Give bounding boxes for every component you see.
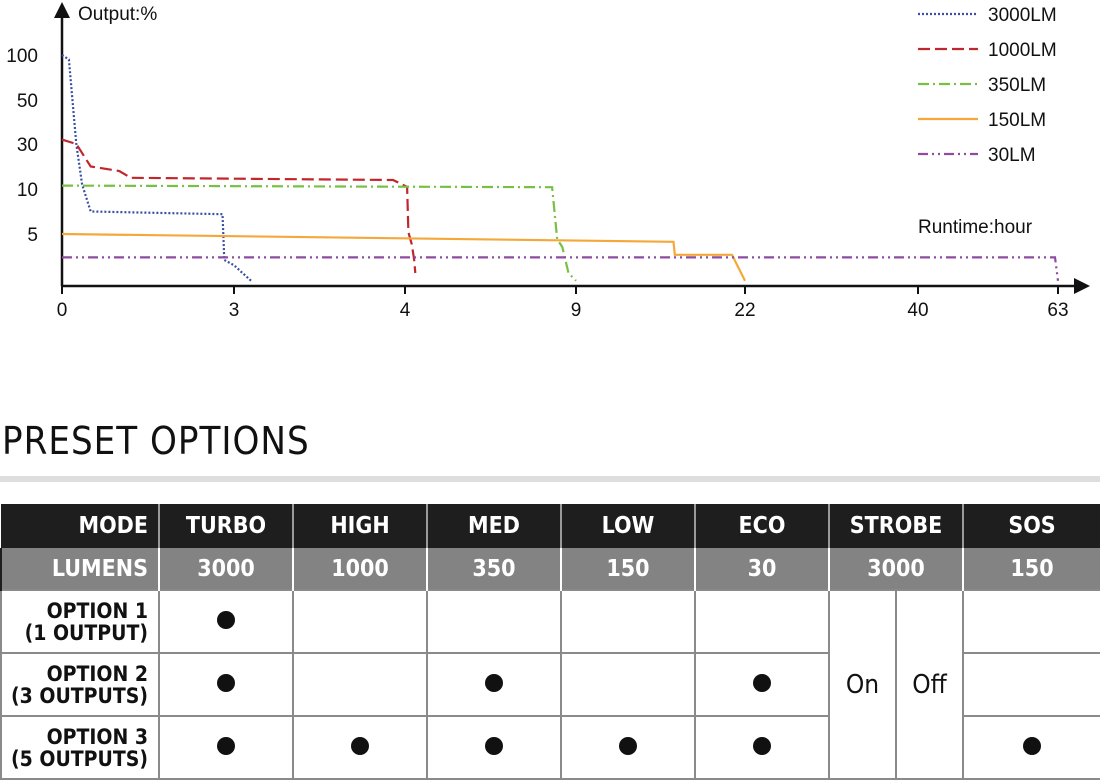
y-tick-label: 100 [6,46,38,67]
option-row-2: OPTION 2 (3 OUTPUTS) [0,652,1100,717]
option-3-turbo [158,715,294,780]
selected-dot-icon [1023,736,1042,755]
option-row-3: OPTION 3 (5 OUTPUTS) [0,715,1100,780]
x-tick-label: 3 [229,300,240,321]
preset-options-table: MODE TURBO HIGH MED LOW ECO STROBE SOS L… [0,504,1100,780]
option-3-eco [694,715,830,780]
mode-high: HIGH [293,504,428,548]
x-tick-label: 4 [400,300,411,321]
option-2-outputs: (3 OUTPUTS) [11,683,148,708]
lumens-sos: 150 [963,548,1100,590]
option-2-sos [962,652,1100,717]
series-lines [61,54,1060,282]
legend-label: 1000LM [988,40,1057,61]
mode-strobe: STROBE [829,504,965,548]
lumens-turbo: 3000 [159,548,294,590]
lumens-high: 1000 [293,548,428,590]
y-axis-arrow [54,2,70,18]
selected-dot-icon [217,610,235,629]
mode-sos: SOS [963,504,1100,548]
chart-legend: 3000LM 1000LM 350LM 150LM 30LM [918,5,1057,166]
x-tick-labels: 0 3 4 9 22 40 63 [57,286,1069,321]
series-line-1000lm [61,138,417,274]
option-3-high [292,715,428,780]
option-3-label: OPTION 3 (5 OUTPUTS) [0,715,160,780]
option-1-eco [694,589,830,654]
series-line-30lm [62,256,1060,281]
option-2-high [292,652,428,717]
selected-dot-icon [217,673,235,692]
option-1-low [560,589,696,654]
option-1-sos [962,589,1100,654]
mode-turbo: TURBO [159,504,294,548]
strobe-off-text: Off [912,669,947,700]
mode-label: MODE [1,504,160,548]
lumens-eco: 30 [695,548,830,590]
series-line-150lm [61,232,746,282]
option-2-turbo [158,652,294,717]
option-1-label: OPTION 1 (1 OUTPUT) [0,589,160,654]
strobe-off-cell: Off [894,589,965,780]
option-2-low [560,652,696,717]
option-3-sos [962,715,1100,780]
y-tick-label: 50 [17,91,38,112]
lumens-low: 150 [561,548,696,590]
option-1-turbo [158,589,294,654]
option-1-title: OPTION 1 [46,598,148,623]
chart-axes [54,2,1090,294]
selected-dot-icon [753,673,771,692]
option-row-1: OPTION 1 (1 OUTPUT) On Off [0,589,1100,780]
mode-header-row: MODE TURBO HIGH MED LOW ECO STROBE SOS [1,504,1100,548]
x-tick-label: 0 [57,300,68,321]
selected-dot-icon [619,736,637,755]
mode-eco: ECO [695,504,830,548]
y-axis-title: Output:% [78,4,157,25]
mode-med: MED [427,504,562,548]
lumens-strobe: 3000 [829,548,965,590]
runtime-chart: Output:% Runtime:hour 100 50 30 10 5 0 3 4 9 22 4… [6,2,1090,321]
mode-low: LOW [561,504,696,548]
selected-dot-icon [485,736,503,755]
y-tick-label: 30 [17,135,38,156]
lumens-row: LUMENS 3000 1000 350 150 30 3000 150 [0,548,1100,590]
selected-dot-icon [753,736,771,755]
option-3-low [560,715,696,780]
option-2-eco [694,652,830,717]
x-tick-label: 22 [734,300,755,321]
series-line-3000lm [61,54,252,282]
x-axis-arrow [1074,278,1090,294]
x-tick-label: 9 [571,300,582,321]
option-2-title: OPTION 2 [46,661,148,686]
y-tick-label: 10 [17,180,38,201]
x-tick-label: 40 [907,300,928,321]
x-tick-label: 63 [1047,300,1068,321]
lumens-med: 350 [427,548,562,590]
legend-label: 350LM [988,75,1046,96]
option-3-title: OPTION 3 [46,724,148,749]
title-divider [0,476,1100,482]
strobe-on-cell: On [828,589,897,780]
option-1-outputs: (1 OUTPUT) [24,620,148,645]
selected-dot-icon [485,673,503,692]
y-tick-label: 5 [27,225,38,246]
option-3-med [426,715,562,780]
option-1-med [426,589,562,654]
option-2-med [426,652,562,717]
option-2-label: OPTION 2 (3 OUTPUTS) [0,652,160,717]
option-3-outputs: (5 OUTPUTS) [11,746,148,771]
series-line-350lm [61,184,577,282]
option-1-high [292,589,428,654]
preset-options-title: PRESET OPTIONS [2,419,310,463]
legend-label: 30LM [988,145,1036,166]
selected-dot-icon [217,736,235,755]
x-axis-title: Runtime:hour [918,217,1033,238]
y-tick-labels: 100 50 30 10 5 [6,46,38,246]
selected-dot-icon [351,736,369,755]
legend-label: 150LM [988,110,1046,131]
lumens-label: LUMENS [0,548,160,590]
legend-label: 3000LM [988,5,1057,26]
strobe-on-text: On [845,669,880,700]
